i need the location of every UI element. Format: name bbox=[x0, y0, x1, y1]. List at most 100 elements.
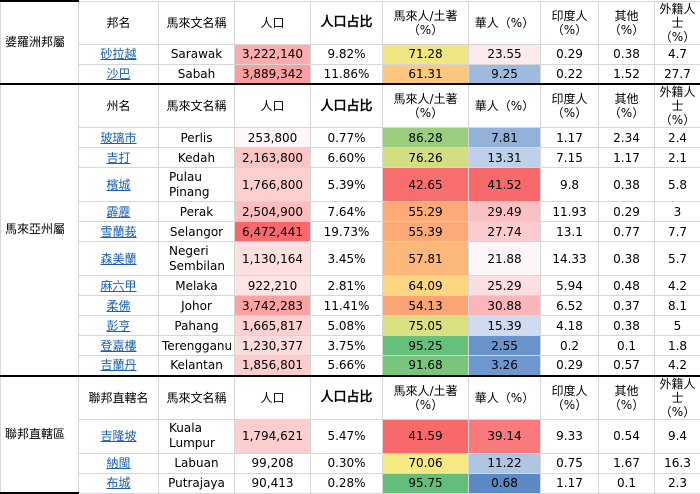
chinese-pct-cell: 41.52 bbox=[469, 168, 541, 202]
region-name-cell[interactable]: 登嘉樓 bbox=[79, 336, 159, 356]
region-name-cell[interactable]: 森美蘭 bbox=[79, 242, 159, 276]
region-name-cell[interactable]: 布城 bbox=[79, 473, 159, 493]
population-share-cell: 0.30% bbox=[311, 453, 383, 473]
population-cell: 2,163,800 bbox=[235, 148, 311, 168]
col-header-other-pct: 其他（%） bbox=[599, 84, 655, 128]
region-name-cell[interactable]: 玻璃市 bbox=[79, 128, 159, 148]
region-name-link[interactable]: 霹靂 bbox=[106, 205, 130, 219]
population-share-cell: 3.45% bbox=[311, 242, 383, 276]
malay-pct-cell: 75.05 bbox=[383, 316, 469, 336]
region-name-cell[interactable]: 吉隆坡 bbox=[79, 419, 159, 453]
col-header-chinese-pct: 華人（%） bbox=[469, 376, 541, 420]
malay-name-cell: Negeri Sembilan bbox=[159, 242, 235, 276]
region-name-link[interactable]: 麻六甲 bbox=[100, 279, 136, 293]
foreign-pct-cell: 27.7 bbox=[655, 64, 700, 84]
foreign-pct-cell: 9.4 bbox=[655, 419, 700, 453]
malay-pct-cell: 95.25 bbox=[383, 336, 469, 356]
indian-pct-cell: 5.94 bbox=[541, 276, 599, 296]
region-name-link[interactable]: 森美蘭 bbox=[100, 252, 136, 266]
col-header-malay-pct: 馬來人/土著（%） bbox=[383, 376, 469, 420]
indian-pct-cell: 9.33 bbox=[541, 419, 599, 453]
population-cell: 253,800 bbox=[235, 128, 311, 148]
col-header-population: 人口 bbox=[235, 376, 311, 420]
indian-pct-cell: 0.29 bbox=[541, 356, 599, 376]
other-pct-cell: 0.77 bbox=[599, 222, 655, 242]
malay-pct-cell: 64.09 bbox=[383, 276, 469, 296]
region-name-link[interactable]: 吉隆坡 bbox=[100, 429, 136, 443]
col-header-malay-pct: 馬來人/土著（%） bbox=[383, 1, 469, 44]
chinese-pct-cell: 0.68 bbox=[469, 473, 541, 493]
col-header-malay-name: 馬來文名稱 bbox=[159, 84, 235, 128]
col-header-name: 聯邦直轄名 bbox=[79, 376, 159, 420]
region-name-link[interactable]: 布城 bbox=[106, 476, 130, 490]
population-cell: 3,742,283 bbox=[235, 296, 311, 316]
malay-name-cell: Perlis bbox=[159, 128, 235, 148]
region-name-link[interactable]: 檳城 bbox=[106, 178, 130, 192]
col-header-population-share: 人口占比 bbox=[311, 84, 383, 128]
population-share-cell: 5.08% bbox=[311, 316, 383, 336]
region-name-cell[interactable]: 霹靂 bbox=[79, 202, 159, 222]
population-share-cell: 9.82% bbox=[311, 44, 383, 64]
other-pct-cell: 0.1 bbox=[599, 336, 655, 356]
region-name-cell[interactable]: 檳城 bbox=[79, 168, 159, 202]
region-name-link[interactable]: 登嘉樓 bbox=[100, 339, 136, 353]
region-name-cell[interactable]: 吉打 bbox=[79, 148, 159, 168]
foreign-pct-cell: 16.3 bbox=[655, 453, 700, 473]
chinese-pct-cell: 23.55 bbox=[469, 44, 541, 64]
region-name-cell[interactable]: 柔佛 bbox=[79, 296, 159, 316]
region-name-cell[interactable]: 納閩 bbox=[79, 453, 159, 473]
malay-name-cell: Melaka bbox=[159, 276, 235, 296]
region-name-cell[interactable]: 沙巴 bbox=[79, 64, 159, 84]
population-share-cell: 5.39% bbox=[311, 168, 383, 202]
chinese-pct-cell: 2.55 bbox=[469, 336, 541, 356]
foreign-pct-cell: 4.2 bbox=[655, 276, 700, 296]
population-share-cell: 2.81% bbox=[311, 276, 383, 296]
population-cell: 1,130,164 bbox=[235, 242, 311, 276]
indian-pct-cell: 9.8 bbox=[541, 168, 599, 202]
region-label: 聯邦直轄區 bbox=[1, 376, 79, 494]
malay-name-cell: Sabah bbox=[159, 64, 235, 84]
foreign-pct-cell: 3 bbox=[655, 202, 700, 222]
malay-pct-cell: 42.65 bbox=[383, 168, 469, 202]
region-name-cell[interactable]: 彭亨 bbox=[79, 316, 159, 336]
region-name-link[interactable]: 柔佛 bbox=[106, 299, 130, 313]
malay-pct-cell: 41.59 bbox=[383, 419, 469, 453]
region-name-link[interactable]: 吉蘭丹 bbox=[100, 358, 136, 372]
indian-pct-cell: 1.17 bbox=[541, 473, 599, 493]
indian-pct-cell: 11.93 bbox=[541, 202, 599, 222]
region-name-link[interactable]: 砂拉越 bbox=[100, 47, 136, 61]
malay-pct-cell: 70.06 bbox=[383, 453, 469, 473]
population-cell: 1,230,377 bbox=[235, 336, 311, 356]
region-name-cell[interactable]: 砂拉越 bbox=[79, 44, 159, 64]
other-pct-cell: 0.38 bbox=[599, 242, 655, 276]
chinese-pct-cell: 15.39 bbox=[469, 316, 541, 336]
region-name-cell[interactable]: 麻六甲 bbox=[79, 276, 159, 296]
region-name-cell[interactable]: 吉蘭丹 bbox=[79, 356, 159, 376]
region-name-link[interactable]: 吉打 bbox=[106, 151, 130, 165]
region-name-link[interactable]: 玻璃市 bbox=[100, 131, 136, 145]
malay-name-cell: Pulau Pinang bbox=[159, 168, 235, 202]
col-header-indian-pct: 印度人（%） bbox=[541, 1, 599, 44]
chinese-pct-cell: 29.49 bbox=[469, 202, 541, 222]
region-name-link[interactable]: 彭亨 bbox=[106, 319, 130, 333]
foreign-pct-cell: 1.8 bbox=[655, 336, 700, 356]
region-name-link[interactable]: 沙巴 bbox=[106, 67, 130, 81]
col-header-malay-pct: 馬來人/土著（%） bbox=[383, 84, 469, 128]
indian-pct-cell: 0.75 bbox=[541, 453, 599, 473]
chinese-pct-cell: 11.22 bbox=[469, 453, 541, 473]
indian-pct-cell: 6.52 bbox=[541, 296, 599, 316]
col-header-foreign-pct: 外籍人士（%） bbox=[655, 84, 700, 128]
population-cell: 1,856,801 bbox=[235, 356, 311, 376]
region-name-link[interactable]: 雪蘭莪 bbox=[100, 225, 136, 239]
malay-pct-cell: 71.28 bbox=[383, 44, 469, 64]
chinese-pct-cell: 21.88 bbox=[469, 242, 541, 276]
region-name-link[interactable]: 納閩 bbox=[106, 456, 130, 470]
region-name-cell[interactable]: 雪蘭莪 bbox=[79, 222, 159, 242]
other-pct-cell: 1.52 bbox=[599, 64, 655, 84]
